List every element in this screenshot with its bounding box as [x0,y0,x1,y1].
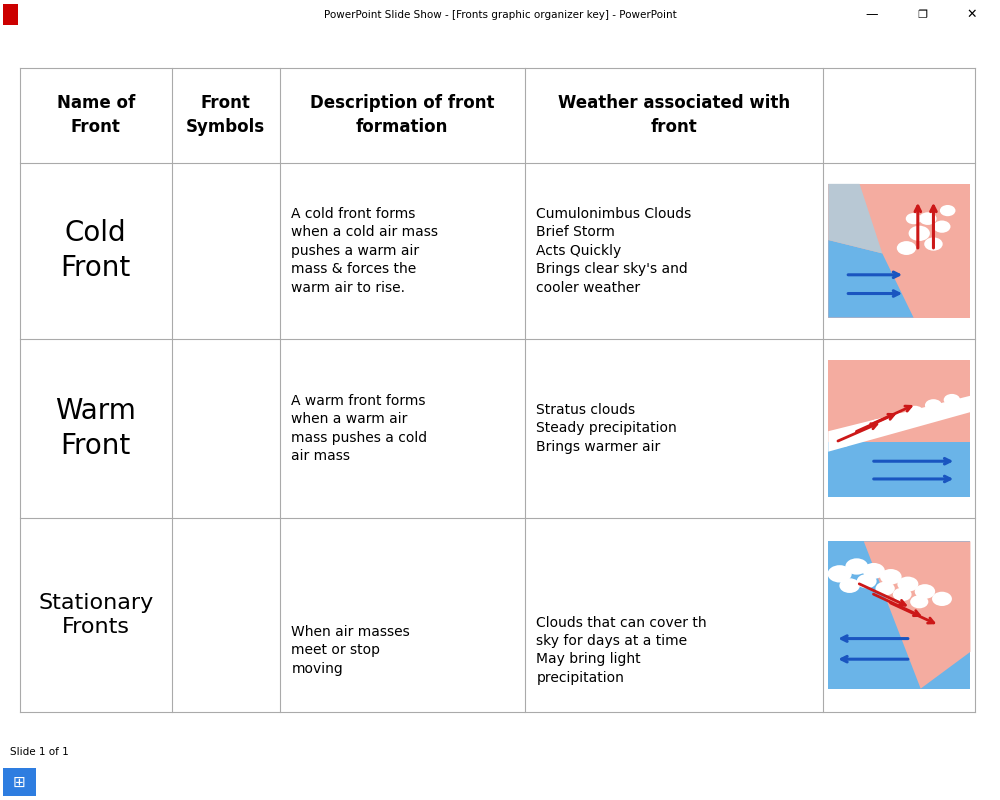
Circle shape [839,578,860,593]
Polygon shape [828,240,914,318]
Circle shape [828,565,852,582]
Circle shape [940,205,955,216]
Text: Stationary
Fronts: Stationary Fronts [38,593,153,638]
Circle shape [915,584,935,599]
Circle shape [880,569,902,585]
Polygon shape [828,184,882,254]
Text: Warm
Front: Warm Front [55,397,136,460]
Text: Clouds that can cover th
sky for days at a time
May bring light
precipitation: Clouds that can cover th sky for days at… [536,616,707,685]
Circle shape [869,419,887,432]
Text: Stratus clouds
Steady precipitation
Brings warmer air: Stratus clouds Steady precipitation Brin… [536,403,677,454]
Text: 10/12/2017: 10/12/2017 [936,786,988,794]
Text: —: — [866,8,878,22]
Circle shape [909,226,930,241]
Circle shape [932,592,952,606]
Circle shape [875,582,895,595]
Circle shape [834,434,851,447]
Bar [828,184,970,318]
Polygon shape [828,396,970,452]
Text: When air masses
meet or stop
moving: When air masses meet or stop moving [291,625,410,676]
Circle shape [863,563,885,579]
Circle shape [850,426,869,439]
Circle shape [906,406,924,418]
Circle shape [910,595,928,608]
Text: A warm front forms
when a warm air
mass pushes a cold
air mass: A warm front forms when a warm air mass … [291,394,427,463]
Text: Name of
Front: Name of Front [57,94,135,136]
Text: PowerPoint Slide Show - [Fronts graphic organizer key] - PowerPoint: PowerPoint Slide Show - [Fronts graphic … [324,10,676,20]
Bar [828,442,970,497]
Text: A cold front forms
when a cold air mass
pushes a warm air
mass & forces the
warm: A cold front forms when a cold air mass … [291,207,438,294]
Circle shape [888,413,905,426]
Circle shape [933,221,951,233]
Text: Description of front
formation: Description of front formation [310,94,494,136]
Circle shape [857,574,877,588]
Text: Cumulonimbus Clouds
Brief Storm
Acts Quickly
Brings clear sky's and
cooler weath: Cumulonimbus Clouds Brief Storm Acts Qui… [536,207,692,294]
Text: Front
Symbols: Front Symbols [186,94,265,136]
Text: ✕: ✕ [967,8,977,22]
Text: Slide 1 of 1: Slide 1 of 1 [10,747,69,757]
Circle shape [897,577,918,592]
Bar [3,768,36,797]
Text: Weather associated with
front: Weather associated with front [558,94,790,136]
Circle shape [924,238,943,250]
Polygon shape [864,542,970,689]
Circle shape [944,394,960,406]
Bar [3,5,18,25]
Text: 9:58 AM: 9:58 AM [942,770,982,781]
Circle shape [897,241,916,255]
Circle shape [845,558,868,574]
Circle shape [906,213,921,224]
Text: ❐: ❐ [917,10,927,20]
Circle shape [925,399,942,411]
Circle shape [919,212,937,225]
Circle shape [893,588,912,601]
Bar [828,542,970,689]
Text: Cold
Front: Cold Front [61,219,131,282]
Bar [828,360,970,497]
Text: ⊞: ⊞ [13,774,25,790]
